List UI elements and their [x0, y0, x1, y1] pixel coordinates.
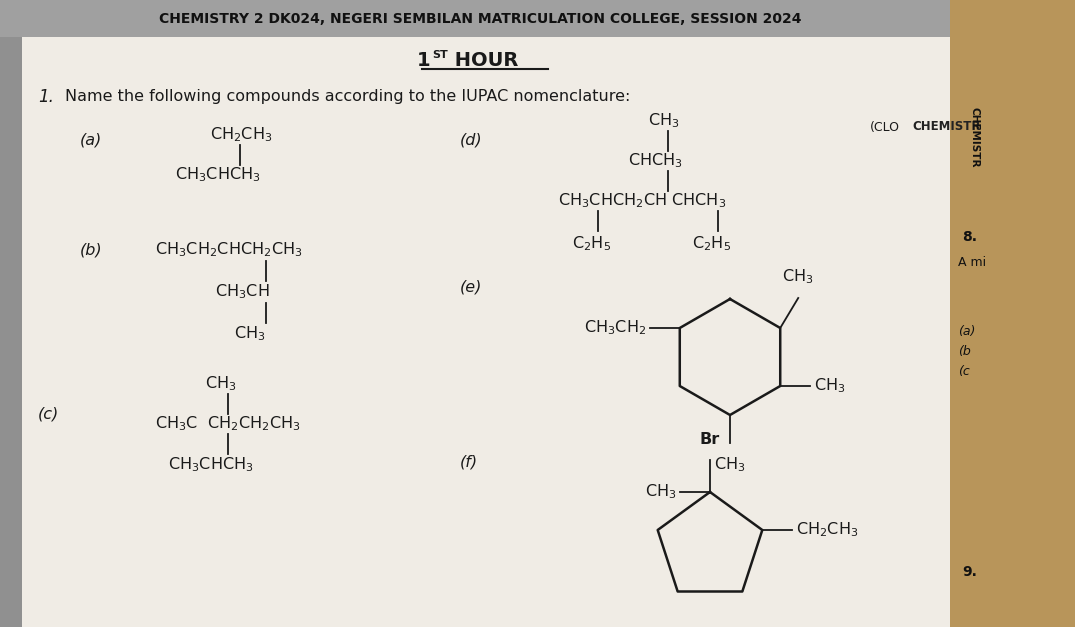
Text: CHEMISTR: CHEMISTR — [912, 120, 980, 134]
Bar — [950, 0, 1075, 627]
Text: $\mathregular{CH_3}$: $\mathregular{CH_3}$ — [648, 112, 679, 130]
Text: $\mathregular{CH_3CHCH_3}$: $\mathregular{CH_3CHCH_3}$ — [168, 456, 254, 475]
Text: $\mathregular{CH_3}$: $\mathregular{CH_3}$ — [714, 455, 746, 474]
Text: $\mathregular{CH_3CH}$: $\mathregular{CH_3CH}$ — [215, 283, 270, 302]
Text: Name the following compounds according to the IUPAC nomenclature:: Name the following compounds according t… — [64, 90, 630, 105]
Text: (CLO: (CLO — [870, 120, 900, 134]
Text: $\mathregular{CH_3CH_2CHCH_2CH_3}$: $\mathregular{CH_3CH_2CHCH_2CH_3}$ — [155, 241, 302, 260]
Text: $\mathregular{CH_2CH_3}$: $\mathregular{CH_2CH_3}$ — [797, 520, 859, 539]
Text: $\mathregular{CH_3}$: $\mathregular{CH_3}$ — [205, 375, 236, 393]
Text: $\mathregular{CH_3}$: $\mathregular{CH_3}$ — [645, 483, 676, 502]
Text: CHEMISTR: CHEMISTR — [970, 107, 980, 167]
Text: 1: 1 — [416, 51, 430, 70]
Text: (d): (d) — [460, 132, 483, 147]
Text: Br: Br — [700, 432, 720, 447]
Text: (a): (a) — [80, 132, 102, 147]
Text: (c: (c — [958, 366, 970, 379]
Text: 1.: 1. — [38, 88, 54, 106]
Text: (a): (a) — [958, 325, 975, 339]
Text: 8.: 8. — [962, 230, 977, 244]
Text: $\mathregular{CH_3CHCH_2CH\ CHCH_3}$: $\mathregular{CH_3CHCH_2CH\ CHCH_3}$ — [558, 192, 727, 210]
Text: 9.: 9. — [962, 565, 977, 579]
Text: (b: (b — [958, 345, 971, 359]
Text: (c): (c) — [38, 406, 59, 421]
Text: $\mathregular{CHCH_3}$: $\mathregular{CHCH_3}$ — [628, 152, 683, 171]
Text: $\mathregular{CH_3C\ \ CH_2CH_2CH_3}$: $\mathregular{CH_3C\ \ CH_2CH_2CH_3}$ — [155, 414, 301, 433]
Text: $\mathregular{C_2H_5}$: $\mathregular{C_2H_5}$ — [692, 234, 731, 253]
Text: CHEMISTRY 2 DK024, NEGERI SEMBILAN MATRICULATION COLLEGE, SESSION 2024: CHEMISTRY 2 DK024, NEGERI SEMBILAN MATRI… — [159, 12, 801, 26]
Text: $\mathregular{CH_2CH_3}$: $\mathregular{CH_2CH_3}$ — [210, 125, 272, 144]
Text: (e): (e) — [460, 280, 483, 295]
Text: ST: ST — [432, 50, 448, 60]
Text: $\mathregular{CH_3}$: $\mathregular{CH_3}$ — [234, 325, 266, 344]
Text: (f): (f) — [460, 455, 478, 470]
Text: (b): (b) — [80, 243, 102, 258]
Text: $\mathregular{CH_3}$: $\mathregular{CH_3}$ — [783, 267, 814, 286]
Bar — [0, 37, 22, 627]
Bar — [22, 37, 950, 627]
Bar — [0, 0, 1075, 37]
Text: $\mathregular{CH_3}$: $\mathregular{CH_3}$ — [814, 377, 846, 396]
Text: $\mathregular{CH_3CH_2}$: $\mathregular{CH_3CH_2}$ — [584, 319, 646, 337]
Text: A mi: A mi — [958, 255, 986, 268]
Text: $\mathregular{CH_3CHCH_3}$: $\mathregular{CH_3CHCH_3}$ — [175, 166, 260, 184]
Text: $\mathregular{C_2H_5}$: $\mathregular{C_2H_5}$ — [572, 234, 611, 253]
Text: HOUR: HOUR — [448, 51, 518, 70]
